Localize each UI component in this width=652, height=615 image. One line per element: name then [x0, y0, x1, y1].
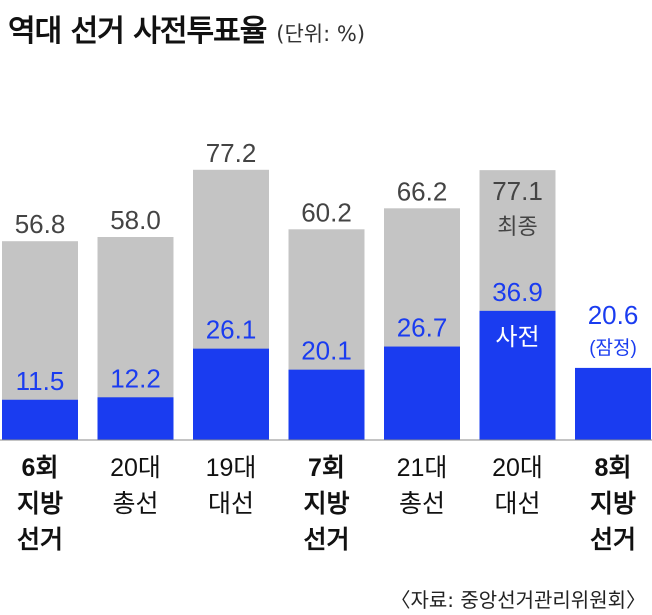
early-turnout-bar	[479, 310, 556, 440]
early-value-label: 20.1	[301, 336, 352, 366]
early-value-label: 12.2	[110, 363, 161, 393]
category-label: 대선	[494, 490, 540, 518]
category-label: 20대	[110, 454, 161, 482]
final-tag-label: 최종	[497, 214, 537, 239]
early-turnout-bar	[288, 369, 365, 440]
category-label: 6회	[22, 454, 59, 482]
category-label: 지방	[17, 490, 63, 518]
unit-note: (단위: %)	[276, 22, 366, 46]
category-label: 7회	[308, 454, 345, 482]
category-label: 지방	[590, 490, 636, 518]
source-note: 〈자료: 중앙선거관리위원회〉	[390, 588, 647, 612]
category-label: 19대	[206, 454, 257, 482]
chart-header: 역대 선거 사전투표율 (단위: %)	[8, 6, 365, 49]
final-value-label: 58.0	[110, 205, 161, 235]
early-value-label: 36.9	[492, 277, 543, 307]
early-turnout-bar	[193, 348, 269, 440]
final-value-label: 60.2	[301, 197, 352, 227]
early-value-label: 20.6	[588, 300, 639, 330]
early-value-label: 11.5	[16, 366, 65, 396]
final-value-label: 77.1	[492, 176, 543, 206]
category-label: 총선	[112, 490, 158, 518]
early-turnout-bar	[384, 346, 460, 440]
provisional-label: (잠정)	[589, 337, 637, 359]
early-turnout-bar	[575, 367, 651, 440]
category-label: 대선	[208, 490, 254, 518]
early-tag-label: 사전	[495, 324, 539, 351]
category-label: 지방	[303, 490, 349, 518]
early-turnout-bar	[97, 397, 174, 440]
final-value-label: 66.2	[397, 176, 448, 206]
final-value-label: 56.8	[15, 209, 66, 239]
chart-title: 역대 선거 사전투표율	[8, 14, 267, 49]
final-value-label: 77.2	[206, 138, 257, 168]
category-label: 선거	[590, 526, 636, 554]
category-label: 선거	[303, 526, 349, 554]
category-label: 21대	[397, 454, 448, 482]
category-label: 8회	[595, 454, 632, 482]
category-label: 선거	[17, 526, 63, 554]
early-turnout-bar	[2, 399, 78, 440]
category-label: 20대	[492, 454, 543, 482]
early-value-label: 26.7	[397, 313, 448, 343]
early-value-label: 26.1	[206, 315, 257, 345]
category-label: 총선	[399, 490, 445, 518]
